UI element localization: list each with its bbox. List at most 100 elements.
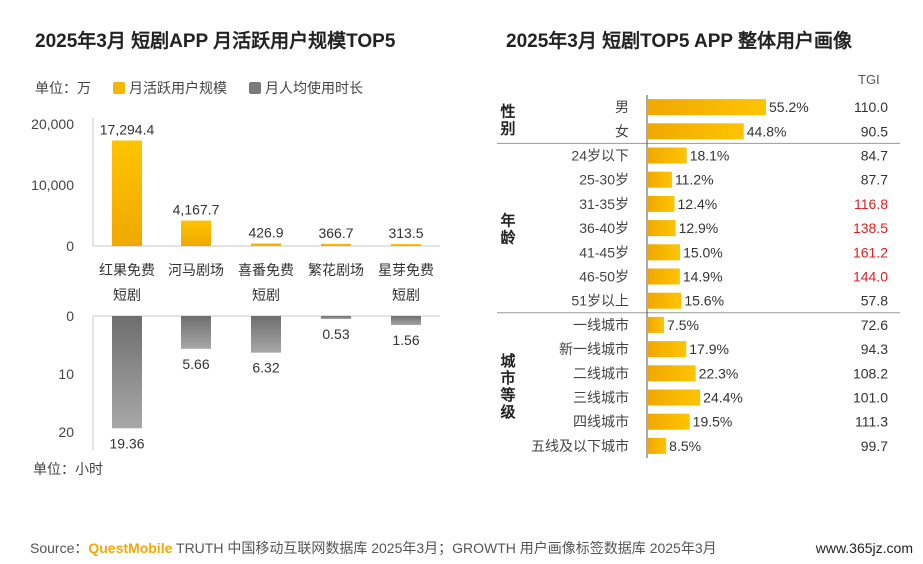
legend-label-mau: 月活跃用户规模 [129, 80, 227, 96]
profile-value-label: 8.5% [669, 438, 701, 454]
profile-item-label: 二线城市 [573, 365, 629, 381]
profile-bar [648, 147, 687, 164]
category-label-line2: 短剧 [392, 287, 420, 303]
unit-label: 单位：万 [35, 80, 91, 96]
profile-value-label: 22.3% [699, 365, 739, 381]
tgi-value: 94.3 [861, 341, 888, 357]
tgi-value: 138.5 [853, 220, 888, 236]
tgi-value: 84.7 [861, 148, 888, 164]
tgi-value: 99.7 [861, 438, 888, 454]
legend-swatch-yellow [113, 82, 125, 94]
profile-bar [648, 413, 690, 430]
duration-value-label: 0.53 [322, 326, 349, 342]
profile-bar [648, 220, 676, 237]
duration-y-tick-label: 10 [58, 366, 74, 382]
category-label: 红果免费 [99, 262, 155, 278]
hours-unit-label: 单位：小时 [33, 461, 103, 477]
category-label-line2: 短剧 [252, 287, 280, 303]
profile-bar [648, 171, 672, 188]
tgi-value: 110.0 [854, 99, 888, 115]
profile-bar [648, 244, 681, 261]
duration-bar [391, 316, 421, 326]
profile-bar [648, 99, 766, 116]
tgi-value: 108.2 [853, 365, 888, 381]
tgi-value: 161.2 [853, 244, 888, 260]
profile-item-label: 51岁以上 [571, 293, 629, 309]
profile-value-label: 55.2% [769, 99, 809, 115]
right-chart-title: 2025年3月 短剧TOP5 APP 整体用户画像 [506, 31, 852, 52]
mau-bar [321, 243, 351, 246]
profile-bar [648, 195, 675, 212]
profile-value-label: 15.0% [683, 244, 723, 260]
duration-bar [112, 316, 142, 429]
mau-value-label: 426.9 [248, 224, 283, 240]
legend: 单位：万 月活跃用户规模 月人均使用时长 [35, 78, 363, 98]
duration-bar [251, 316, 281, 353]
profile-item-label: 24岁以下 [571, 148, 629, 164]
category-label: 河马剧场 [168, 262, 224, 278]
profile-bar [648, 123, 744, 140]
mau-value-label: 4,167.7 [173, 202, 220, 218]
group-label-char: 城 [500, 352, 515, 370]
duration-bar [181, 316, 211, 349]
category-label: 喜番免费 [238, 262, 294, 278]
group-label-char: 年 [500, 212, 515, 230]
category-label: 星芽免费 [378, 262, 434, 278]
profile-value-label: 18.1% [690, 148, 730, 164]
profile-value-label: 12.9% [679, 220, 719, 236]
group-label-char: 别 [499, 121, 515, 138]
profile-bar [648, 389, 701, 406]
category-label-line2: 短剧 [113, 287, 141, 303]
group-label-char: 级 [500, 403, 516, 421]
tgi-value: 90.5 [861, 123, 888, 139]
profile-bar [648, 341, 687, 358]
category-label: 繁花剧场 [308, 262, 364, 278]
mau-value-label: 366.7 [318, 225, 353, 241]
profile-value-label: 15.6% [684, 293, 724, 309]
duration-y-tick-label: 0 [66, 308, 74, 324]
group-label-char: 市 [500, 369, 515, 387]
mau-bar [112, 140, 142, 246]
duration-value-label: 1.56 [392, 332, 419, 348]
legend-item-duration: 月人均使用时长 [249, 78, 363, 98]
tgi-value: 101.0 [853, 390, 888, 406]
profile-item-label: 25-30岁 [579, 172, 629, 188]
profile-value-label: 44.8% [747, 123, 787, 139]
tgi-value: 87.7 [861, 172, 888, 188]
profile-item-label: 46-50岁 [579, 269, 629, 285]
tgi-value: 111.3 [855, 414, 888, 430]
tgi-value: 57.8 [861, 293, 888, 309]
duration-value-label: 6.32 [252, 360, 279, 376]
profile-bar [648, 316, 665, 333]
profile-value-label: 11.2% [675, 172, 714, 188]
source-prefix: Source： [30, 540, 89, 556]
profile-value-label: 14.9% [683, 269, 723, 285]
mau-y-tick-label: 0 [66, 238, 74, 254]
tgi-header: TGI [858, 72, 880, 87]
legend-item-mau: 月活跃用户规模 [113, 78, 227, 98]
profile-item-label: 女 [615, 123, 629, 139]
watermark-text: www.365jz.com [813, 540, 915, 556]
mau-bar [181, 220, 211, 246]
profile-item-label: 新一线城市 [559, 341, 629, 357]
group-label-char: 性 [500, 103, 515, 121]
duration-bar [321, 316, 351, 320]
mau-bar [251, 243, 281, 246]
profile-item-label: 一线城市 [573, 317, 629, 333]
profile-bar [648, 268, 680, 285]
profile-item-label: 男 [615, 99, 629, 115]
mau-y-tick-label: 20,000 [31, 116, 74, 132]
profile-item-label: 五线及以下城市 [531, 438, 629, 454]
profile-bar [648, 437, 667, 454]
mau-value-label: 313.5 [388, 225, 423, 241]
mau-value-label: 17,294.4 [100, 122, 155, 138]
tgi-value: 116.8 [854, 196, 888, 212]
profile-item-label: 31-35岁 [579, 196, 629, 212]
source-text: TRUTH 中国移动互联网数据库 2025年3月；GROWTH 用户画像标签数据… [172, 540, 717, 556]
profile-item-label: 41-45岁 [579, 244, 629, 260]
profile-value-label: 7.5% [667, 317, 699, 333]
group-label-char: 等 [500, 386, 515, 404]
profile-value-label: 19.5% [693, 414, 733, 430]
profile-value-label: 17.9% [689, 341, 729, 357]
